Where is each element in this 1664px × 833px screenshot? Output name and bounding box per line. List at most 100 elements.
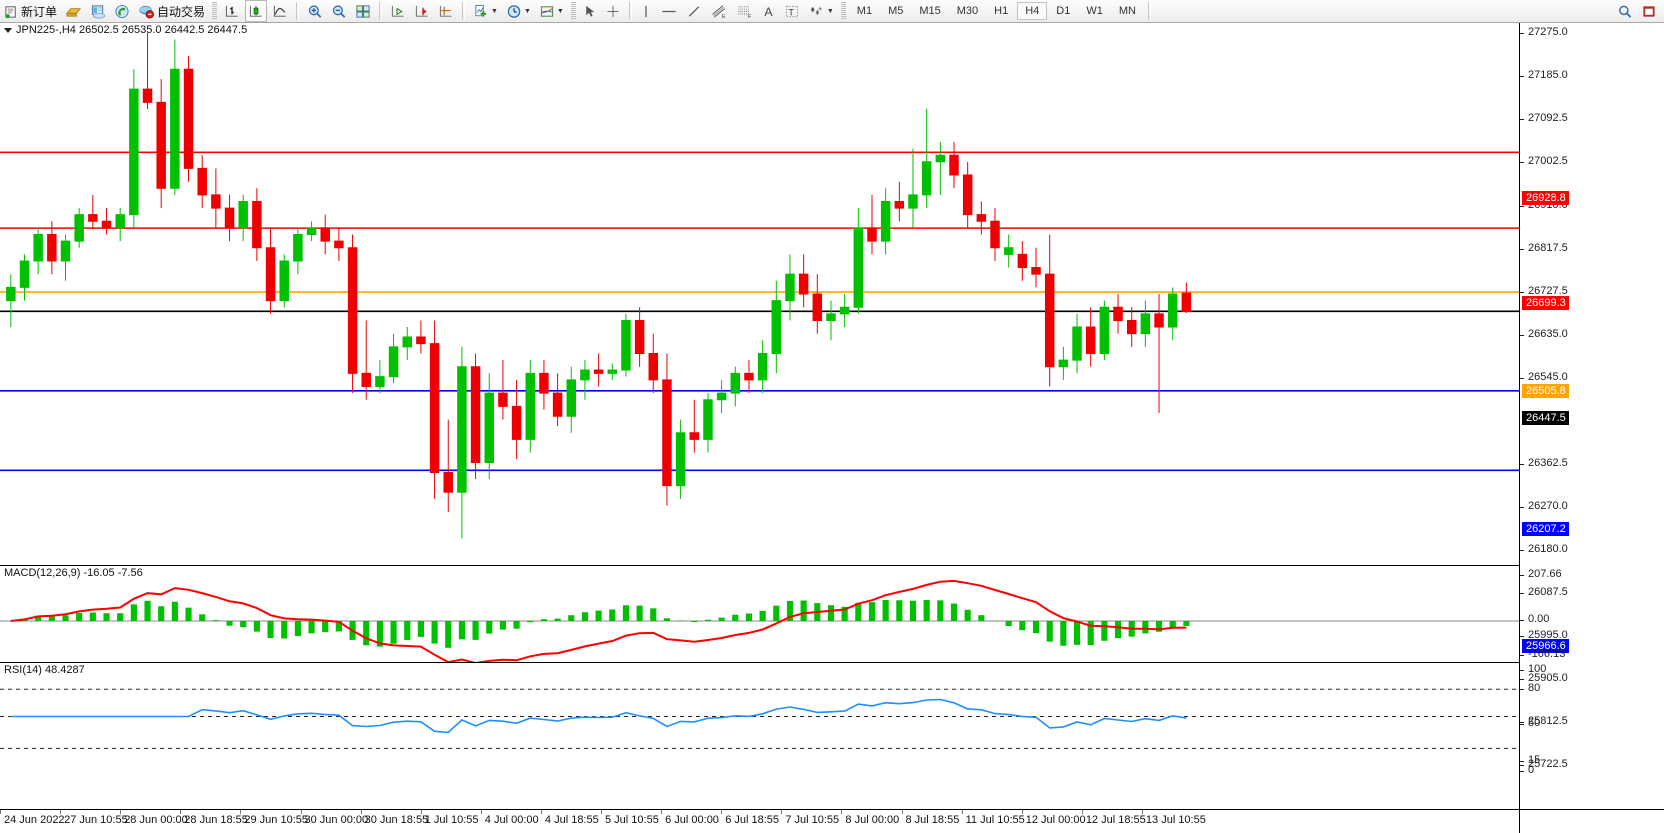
new-chart-dropdown-arrow[interactable]: ▼	[491, 7, 498, 15]
price-pane[interactable]: JPN225-,H4 26502.5 26535.0 26442.5 26447…	[0, 23, 1519, 565]
candle-body	[663, 380, 671, 486]
timeframe-m1[interactable]: M1	[856, 5, 873, 17]
rsi-plot	[0, 663, 1519, 773]
candle-body	[608, 370, 616, 373]
plot-column: JPN225-,H4 26502.5 26535.0 26442.5 26447…	[0, 23, 1519, 809]
rsi-pane[interactable]: RSI(14) 48.4287	[0, 662, 1519, 773]
candle	[676, 420, 684, 499]
candle-body	[143, 89, 151, 102]
timeframe-d1[interactable]: D1	[1056, 5, 1071, 17]
toolbar-grip-1[interactable]	[212, 2, 218, 20]
chart-shift-button[interactable]	[387, 1, 409, 21]
candle	[102, 208, 110, 234]
toolbar-grip-3[interactable]	[840, 2, 846, 20]
candle-body	[184, 69, 192, 168]
zoom-in-button[interactable]	[304, 1, 326, 21]
timeframe-m30[interactable]: M30	[956, 5, 979, 17]
chart-window: JPN225-,H4 26502.5 26535.0 26442.5 26447…	[0, 23, 1664, 833]
objects-button[interactable]: ▼	[805, 1, 837, 21]
objects-dropdown-arrow[interactable]: ▼	[826, 7, 834, 15]
price-tick-label: 27185.0	[1528, 69, 1568, 81]
new-order-icon	[4, 4, 19, 19]
tick-dash	[1520, 575, 1524, 576]
equidistant-channel-button[interactable]: E	[707, 1, 731, 21]
candle	[48, 221, 56, 274]
candle-body	[690, 433, 698, 440]
symbol-dropdown-icon[interactable]	[4, 27, 12, 33]
auto-scroll-button[interactable]	[411, 1, 433, 21]
candle-body	[376, 377, 384, 387]
new-order-button[interactable]: 新订单	[1, 1, 60, 21]
timeframe-m15[interactable]: M15	[919, 5, 941, 17]
tick-dash	[1520, 765, 1524, 766]
timeframe-h4[interactable]: H4	[1017, 2, 1048, 20]
candle	[663, 353, 671, 505]
time-tick	[360, 810, 362, 814]
fibonacci-button[interactable]: F	[733, 1, 757, 21]
indicators-dropdown-arrow[interactable]: ▼	[556, 7, 564, 15]
price-tick-label: 25905.0	[1528, 672, 1568, 684]
macd-label: MACD(12,26,9) -16.05 -7.56	[4, 567, 143, 579]
chart-panes: JPN225-,H4 26502.5 26535.0 26442.5 26447…	[0, 23, 1664, 809]
indicators-button[interactable]: ▼	[536, 1, 567, 21]
period-dropdown-arrow[interactable]: ▼	[523, 7, 531, 15]
timeframe-mn[interactable]: MN	[1118, 5, 1136, 17]
tick-dash	[1520, 670, 1524, 671]
candle-body	[294, 235, 302, 261]
fullscreen-button[interactable]	[1638, 1, 1660, 21]
candle-body	[512, 406, 520, 439]
candle-body	[813, 294, 821, 320]
tick-dash	[1520, 76, 1524, 77]
support-level-2-tag[interactable]: 25966.6	[1522, 639, 1569, 653]
gold-bar-button[interactable]	[62, 1, 85, 21]
candle	[157, 79, 165, 208]
candle-body	[34, 235, 42, 261]
candle-body	[89, 215, 97, 222]
price-scale[interactable]: 27275.0 27185.0 27092.5 27002.5 26910.0 26817…	[1519, 23, 1664, 809]
candle	[1045, 235, 1053, 387]
text-label-button[interactable]: T	[781, 1, 803, 21]
candlestick-chart-button[interactable]	[245, 0, 268, 22]
candle	[266, 228, 274, 314]
last-price-tag[interactable]: 26447.5	[1522, 411, 1569, 425]
toolbar-grip-2[interactable]	[570, 2, 576, 20]
data-window-button[interactable]	[111, 1, 133, 21]
candle-body	[622, 320, 630, 370]
candle	[307, 221, 315, 241]
svg-text:E: E	[722, 14, 726, 19]
period-button[interactable]: ▼	[503, 1, 534, 21]
market-watch-button[interactable]	[87, 1, 109, 21]
tick-dash	[1520, 119, 1524, 120]
trendline-button[interactable]	[683, 1, 705, 21]
line-chart-button[interactable]	[269, 1, 291, 21]
search-button[interactable]	[1614, 1, 1636, 21]
horizontal-line-button[interactable]	[657, 1, 681, 21]
zoom-out-button[interactable]	[328, 1, 350, 21]
grid-button[interactable]	[435, 1, 457, 21]
bar-chart-button[interactable]	[221, 1, 243, 21]
rsi-tick-label: 50	[1528, 717, 1541, 729]
autotrading-button[interactable]: 自动交易	[135, 1, 208, 21]
candle	[34, 228, 42, 274]
time-axis-label: 12 Jul 18:55	[1085, 814, 1146, 826]
vertical-line-button[interactable]	[637, 1, 655, 21]
cursor-button[interactable]	[580, 1, 600, 21]
time-scale[interactable]: 24 Jun 2022 27 Jun 10:55 28 Jun 00:00 28 Ju…	[0, 809, 1664, 833]
tile-windows-button[interactable]	[352, 1, 374, 21]
pivot-level-tag[interactable]: 26505.8	[1522, 384, 1569, 398]
tick-dash	[1520, 724, 1524, 725]
candle-body	[540, 373, 548, 393]
new-chart-button[interactable]: ▼	[470, 1, 501, 21]
timeframe-h1[interactable]: H1	[994, 5, 1009, 17]
candle	[75, 208, 83, 248]
resistance-level-2-tag[interactable]: 26699.3	[1522, 296, 1569, 310]
crosshair-button[interactable]	[602, 1, 624, 21]
text-button[interactable]: A	[759, 1, 779, 21]
timeframe-m5[interactable]: M5	[888, 5, 904, 17]
time-axis-label: 6 Jul 00:00	[665, 814, 719, 826]
candle	[567, 367, 575, 433]
macd-pane[interactable]: MACD(12,26,9) -16.05 -7.56	[0, 565, 1519, 662]
support-level-1-tag[interactable]: 26207.2	[1522, 522, 1569, 536]
resistance-level-1-tag[interactable]: 26928.8	[1522, 191, 1569, 205]
timeframe-w1[interactable]: W1	[1086, 5, 1103, 17]
